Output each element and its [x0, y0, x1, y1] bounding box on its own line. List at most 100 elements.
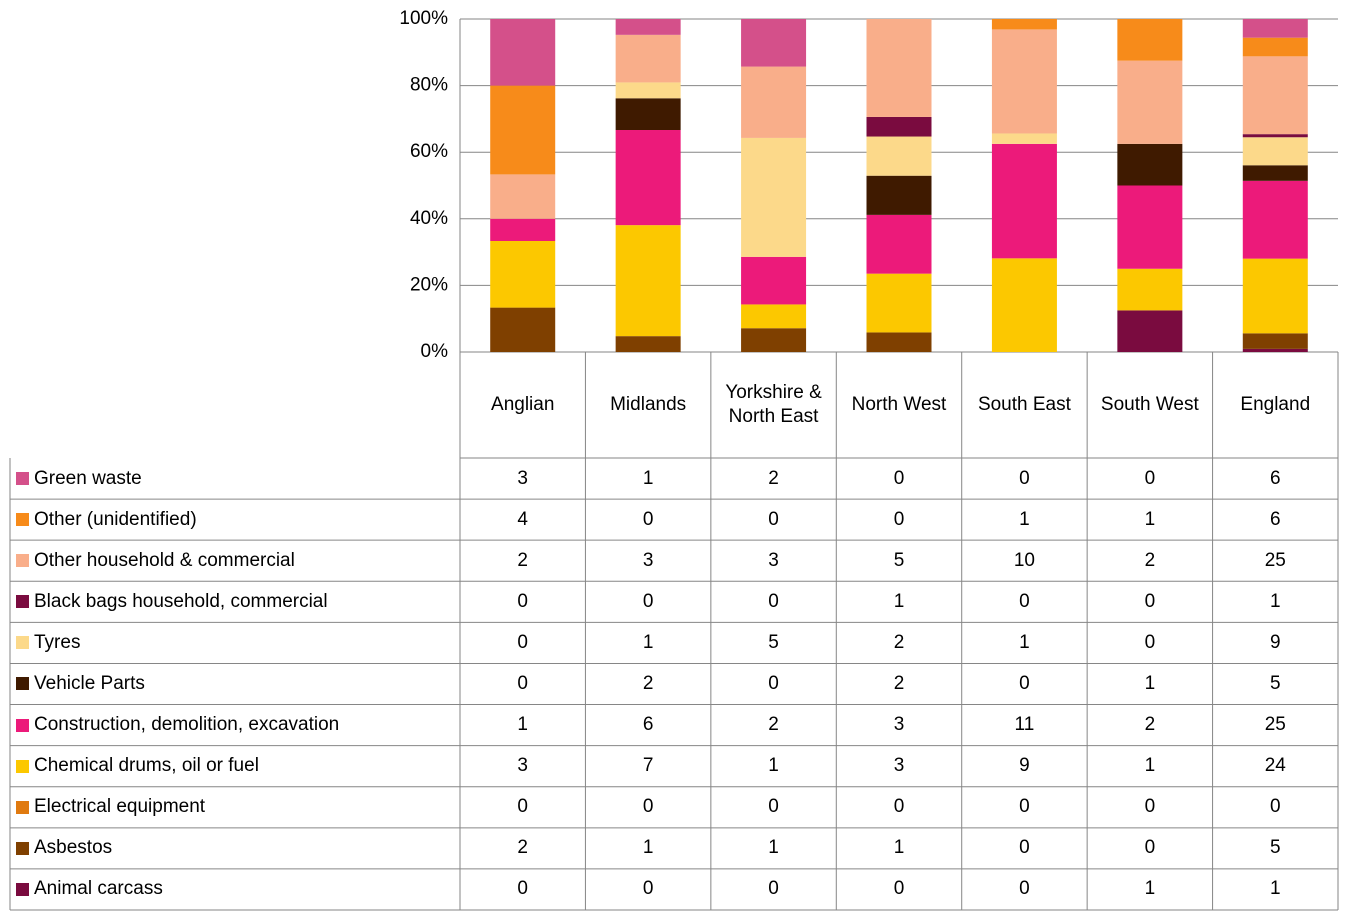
- table-value: 1: [1269, 590, 1281, 612]
- category-label: South East: [977, 394, 1071, 415]
- legend-swatch: [16, 841, 29, 855]
- bar-segment: [615, 130, 681, 226]
- bar-segment: [615, 225, 681, 337]
- table-value: 0: [1019, 878, 1030, 900]
- table-value: 0: [517, 878, 528, 900]
- legend-label: Other household & commercial: [34, 549, 295, 571]
- table-value: 0: [517, 631, 528, 653]
- bar-segment: [615, 34, 681, 83]
- bar-segment: [866, 116, 932, 137]
- table-value: 0: [768, 878, 779, 900]
- table-value: 3: [517, 467, 528, 489]
- bar-segment: [1242, 180, 1308, 259]
- bar-segment: [1242, 56, 1308, 135]
- bar-segment: [1117, 268, 1183, 311]
- bar-segment: [490, 19, 556, 86]
- legend-swatch: [16, 800, 29, 814]
- table-value: 0: [1019, 467, 1030, 489]
- bar-segment: [991, 258, 1057, 352]
- bar-segment: [866, 175, 932, 215]
- legend-entry: Black bags household, commercial: [12, 581, 458, 622]
- legend-label: Chemical drums, oil or fuel: [34, 755, 259, 777]
- table-value: 0: [893, 508, 905, 530]
- bar-segment: [741, 328, 807, 352]
- table-value: 0: [1019, 837, 1030, 859]
- table-value: 9: [1019, 755, 1030, 777]
- bar-segment: [866, 136, 932, 176]
- table-value: 25: [1264, 549, 1286, 571]
- table-value: 1: [1019, 508, 1030, 530]
- bar-segment: [991, 19, 1057, 30]
- legend-swatch: [16, 595, 29, 609]
- legend-label: Construction, demolition, excavation: [34, 714, 340, 736]
- table-value: 0: [517, 672, 528, 694]
- bar-segment: [1242, 348, 1308, 352]
- table-value: 9: [1269, 631, 1281, 653]
- legend-entry: Other (unidentified): [12, 499, 458, 540]
- y-tick-label: 0%: [421, 341, 449, 362]
- y-tick-label: 60%: [410, 141, 448, 162]
- legend-label: Electrical equipment: [34, 796, 206, 818]
- legend-entry: Construction, demolition, excavation: [12, 705, 458, 746]
- bar-segment: [741, 256, 807, 305]
- bar-segment: [1117, 143, 1183, 186]
- table-value: 0: [893, 878, 905, 900]
- legend-swatch: [16, 677, 29, 691]
- table-value: 0: [768, 672, 779, 694]
- legend-label: Asbestos: [34, 837, 113, 859]
- table-value: 0: [1144, 631, 1156, 653]
- bar-segment: [490, 307, 556, 352]
- bar-segment: [991, 133, 1057, 144]
- bar-segment: [741, 66, 807, 138]
- legend-entry: Electrical equipment: [12, 787, 458, 828]
- table-value: 0: [1019, 796, 1030, 818]
- table-value: 1: [893, 837, 905, 859]
- table-value: 0: [1269, 796, 1281, 818]
- bar-segment: [1242, 134, 1308, 138]
- table-value: 6: [642, 714, 654, 736]
- bar-segment: [615, 19, 681, 35]
- table-value: 2: [1144, 714, 1156, 736]
- legend-swatch: [16, 759, 29, 773]
- table-value: 0: [642, 508, 654, 530]
- table-value: 0: [517, 796, 528, 818]
- table-value: 1: [1144, 672, 1156, 694]
- legend-label: Animal carcass: [34, 878, 163, 900]
- table-value: 1: [1144, 508, 1156, 530]
- bar-segment: [1242, 258, 1308, 334]
- table-value: 1: [768, 755, 779, 777]
- table-value: 3: [893, 714, 905, 736]
- legend-entry: Green waste: [12, 458, 458, 499]
- table-value: 0: [1144, 590, 1156, 612]
- table-value: 10: [1013, 549, 1035, 571]
- table-value: 0: [1019, 672, 1030, 694]
- table-value: 0: [642, 878, 654, 900]
- bar-segment: [741, 304, 807, 329]
- table-value: 0: [768, 590, 779, 612]
- table-value: 7: [642, 755, 654, 777]
- table-value: 1: [517, 714, 528, 736]
- table-value: 2: [768, 467, 779, 489]
- table-value: 2: [517, 837, 528, 859]
- bar-segment: [615, 336, 681, 352]
- bar-segment: [1242, 19, 1308, 38]
- table-value: 0: [768, 796, 779, 818]
- table-value: 0: [768, 508, 779, 530]
- table-value: 6: [1269, 508, 1281, 530]
- bar-segment: [1117, 19, 1183, 61]
- table-value: 6: [1269, 467, 1281, 489]
- bar-segment: [741, 19, 807, 67]
- table-value: 1: [642, 837, 654, 859]
- bar-segment: [490, 241, 556, 308]
- bar-segment: [615, 98, 681, 130]
- table-value: 3: [768, 549, 779, 571]
- bar-segment: [991, 143, 1057, 259]
- bar-segment: [991, 29, 1057, 134]
- legend-label: Vehicle Parts: [34, 672, 145, 694]
- bar-segment: [615, 82, 681, 99]
- table-value: 1: [893, 590, 905, 612]
- legend-entry: Vehicle Parts: [12, 663, 458, 704]
- table-value: 1: [1019, 631, 1030, 653]
